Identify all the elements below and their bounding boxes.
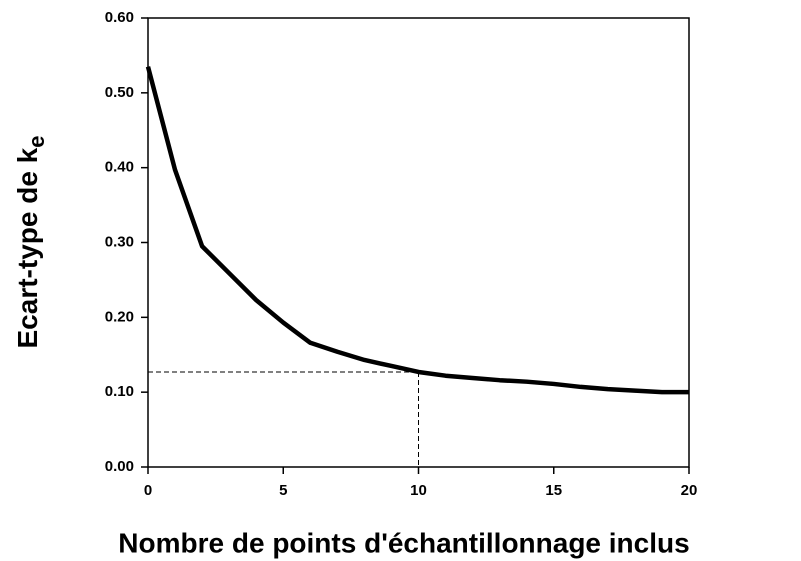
data-line xyxy=(145,66,689,395)
y-axis-title: Ecart-type de ke xyxy=(12,136,48,349)
y-axis-title-main: Ecart-type de k xyxy=(12,147,43,348)
y-tick-label: 0.60 xyxy=(105,9,134,26)
x-tick-label: 10 xyxy=(410,482,427,499)
x-tick-label: 5 xyxy=(279,482,287,499)
y-tick-label: 0.20 xyxy=(105,308,134,325)
y-tick-label: 0.50 xyxy=(105,84,134,101)
y-tick-label: 0.10 xyxy=(105,383,134,400)
x-tick-label: 20 xyxy=(681,482,698,499)
y-tick-label: 0.30 xyxy=(105,233,134,250)
y-tick-label: 0.00 xyxy=(105,458,134,475)
x-tick-label: 0 xyxy=(144,482,152,499)
y-axis-title-subscript: e xyxy=(24,136,49,148)
y-tick-label: 0.40 xyxy=(105,159,134,176)
x-tick-label: 15 xyxy=(545,482,562,499)
x-axis-title: Nombre de points d'échantillonnage inclu… xyxy=(118,527,689,558)
